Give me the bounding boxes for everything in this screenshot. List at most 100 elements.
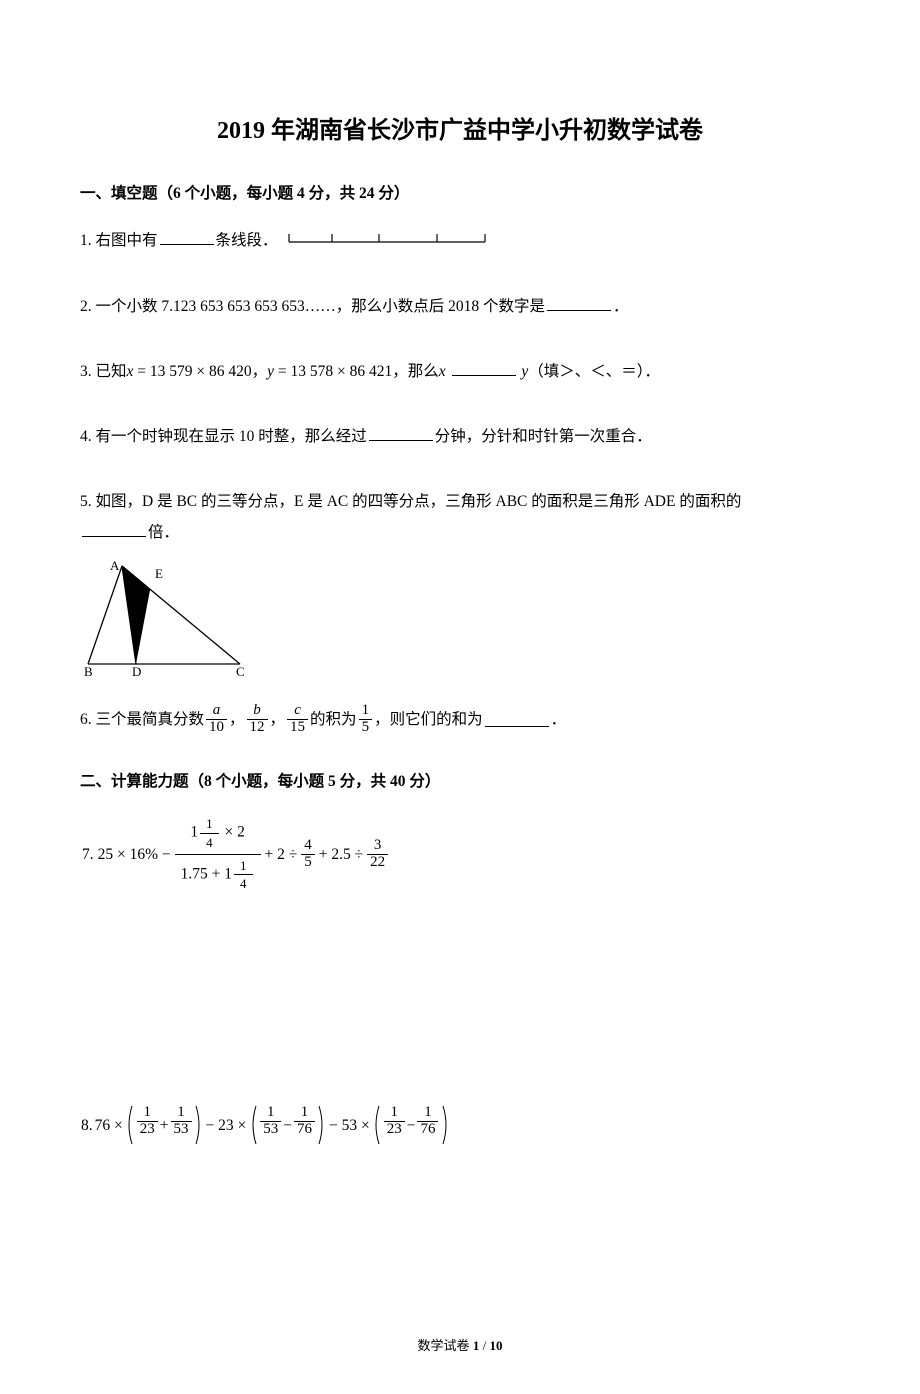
p2an: 1 (260, 1105, 281, 1121)
q7-big-num: 1 1 4 × 2 (175, 813, 261, 853)
q3-a: 3. 已知 (80, 363, 127, 380)
q6-f4n: 1 (359, 703, 373, 719)
q5-blank (82, 521, 146, 537)
question-3: 3. 已知 x = 13 579 × 86 420，y = 13 578 × 86… (80, 356, 840, 387)
q7-bigfrac: 1 1 4 × 2 1.75 + 1 1 4 (175, 813, 261, 895)
q7-lead: 7. (82, 839, 94, 870)
q6-f3n: c (287, 703, 308, 719)
question-8: 8. 76 × 123 + 153 − 23 × 153 − 176 − 53 … (80, 1105, 840, 1145)
left-paren-icon (125, 1105, 135, 1145)
q2-pre: 2. 一个小数 7.123 653 653 653 653……，那么小数点后 2… (80, 298, 545, 315)
q4-post: 分钟，分针和时针第一次重合． (435, 428, 652, 445)
p2bn: 1 (294, 1105, 315, 1121)
q7-frac-1: 4 5 (301, 838, 315, 871)
section-2-heading: 二、计算能力题（8 个小题，每小题 5 分，共 40 分） (80, 769, 840, 791)
q4-blank (369, 425, 433, 441)
right-paren-icon (440, 1105, 450, 1145)
p1ad: 23 (137, 1121, 158, 1138)
q7-b: + 2 ÷ (265, 839, 298, 870)
q7-big-den: 1.75 + 1 1 4 (175, 854, 261, 895)
q6-f1n: a (206, 703, 227, 719)
p1bd: 53 (171, 1121, 192, 1138)
q2-blank (547, 295, 611, 311)
footer-label: 数学试卷 (418, 1338, 473, 1353)
section-1-heading: 一、填空题（6 个小题，每小题 4 分，共 24 分） (80, 181, 840, 203)
q7-frac-2: 3 22 (367, 838, 388, 871)
question-1: 1. 右图中有 条线段． (80, 225, 840, 257)
q1-post: 条线段． (216, 232, 278, 249)
q6-f2n: b (247, 703, 268, 719)
svg-text:A: A (110, 558, 120, 573)
q8-lead: 8. (81, 1110, 93, 1141)
triangle-figure: AEBDC (80, 558, 840, 683)
q3-blank (452, 360, 516, 376)
question-5: 5. 如图，D 是 BC 的三等分点，E 是 AC 的四等分点，三角形 ABC … (80, 486, 840, 548)
q6-c2: ， (270, 704, 286, 735)
left-paren-icon (372, 1105, 382, 1145)
footer-sep: / (479, 1338, 489, 1353)
q7-f2n: 3 (367, 838, 388, 854)
q2-post: ． (613, 298, 629, 315)
q7-denfrn: 1 (234, 857, 253, 875)
q7-c: + 2.5 ÷ (319, 839, 363, 870)
q3-eq1: = 13 579 × 86 420， (133, 363, 267, 380)
q8-t2: − 23 × (206, 1110, 247, 1141)
svg-text:C: C (236, 664, 245, 678)
q6-frac-3: c 15 (287, 703, 308, 736)
q7-mixint: 1 (190, 824, 198, 841)
p3op: − (407, 1110, 416, 1141)
svg-text:B: B (84, 664, 93, 678)
q7-mixd: 4 (200, 833, 219, 852)
q7-denfrd: 4 (234, 874, 253, 893)
q3-x2: x (439, 363, 446, 380)
q6-f1d: 10 (206, 719, 227, 736)
p1an: 1 (137, 1105, 158, 1121)
q6-frac-1: a 10 (206, 703, 227, 736)
p3bn: 1 (417, 1105, 438, 1121)
q5-line: 5. 如图，D 是 BC 的三等分点，E 是 AC 的四等分点，三角形 ABC … (80, 493, 741, 510)
q6-f2d: 12 (247, 719, 268, 736)
q1-blank (160, 230, 214, 246)
q7-a: 25 × 16% − (98, 839, 171, 870)
question-6: 6. 三个最简真分数 a 10 ， b 12 ， c 15 的积为 1 5 ，则… (80, 703, 840, 736)
p3an: 1 (384, 1105, 405, 1121)
q8-paren-3: 123 − 176 (372, 1105, 451, 1145)
question-4: 4. 有一个时钟现在显示 10 时整，那么经过 分钟，分针和时针第一次重合． (80, 421, 840, 452)
q6-f4d: 5 (359, 719, 373, 736)
q7-mixn: 1 (200, 815, 219, 833)
q8-paren-2: 153 − 176 (248, 1105, 327, 1145)
q6-post: ，则它们的和为 (374, 704, 483, 735)
q7-f1d: 5 (301, 854, 315, 871)
q6-blank (485, 711, 549, 727)
page-footer: 数学试卷 1 / 10 (80, 1335, 840, 1354)
q6-mid: 的积为 (310, 704, 357, 735)
q6-f3d: 15 (287, 719, 308, 736)
p2op: − (283, 1110, 292, 1141)
q3-tail: （填＞、＜、＝）． (528, 363, 660, 380)
q6-frac-4: 1 5 (359, 703, 373, 736)
q3-eq2: = 13 578 × 86 421，那么 (274, 363, 439, 380)
q4-pre: 4. 有一个时钟现在显示 10 时整，那么经过 (80, 428, 367, 445)
question-7: 7. 25 × 16% − 1 1 4 × 2 1.75 + 1 1 4 (80, 813, 840, 895)
q5-post: 倍． (148, 524, 179, 541)
right-paren-icon (194, 1105, 204, 1145)
p1op: + (160, 1110, 169, 1141)
svg-text:D: D (132, 664, 141, 678)
exam-page: 2019 年湖南省长沙市广益中学小升初数学试卷 一、填空题（6 个小题，每小题 … (0, 0, 920, 1394)
q1-pre: 1. 右图中有 (80, 232, 158, 249)
page-title: 2019 年湖南省长沙市广益中学小升初数学试卷 (80, 110, 840, 145)
q8-t1: 76 × (95, 1110, 123, 1141)
q3-y: y (267, 363, 274, 380)
q8-paren-1: 123 + 153 (125, 1105, 204, 1145)
question-2: 2. 一个小数 7.123 653 653 653 653……，那么小数点后 2… (80, 291, 840, 322)
p3ad: 23 (384, 1121, 405, 1138)
footer-total: 10 (489, 1338, 502, 1353)
p2bd: 76 (294, 1121, 315, 1138)
q6-frac-2: b 12 (247, 703, 268, 736)
q7-f1n: 4 (301, 838, 315, 854)
q6-end: ． (551, 704, 567, 735)
left-paren-icon (248, 1105, 258, 1145)
q7-f2d: 22 (367, 854, 388, 871)
q6-pre: 6. 三个最简真分数 (80, 704, 204, 735)
q6-c1: ， (229, 704, 245, 735)
